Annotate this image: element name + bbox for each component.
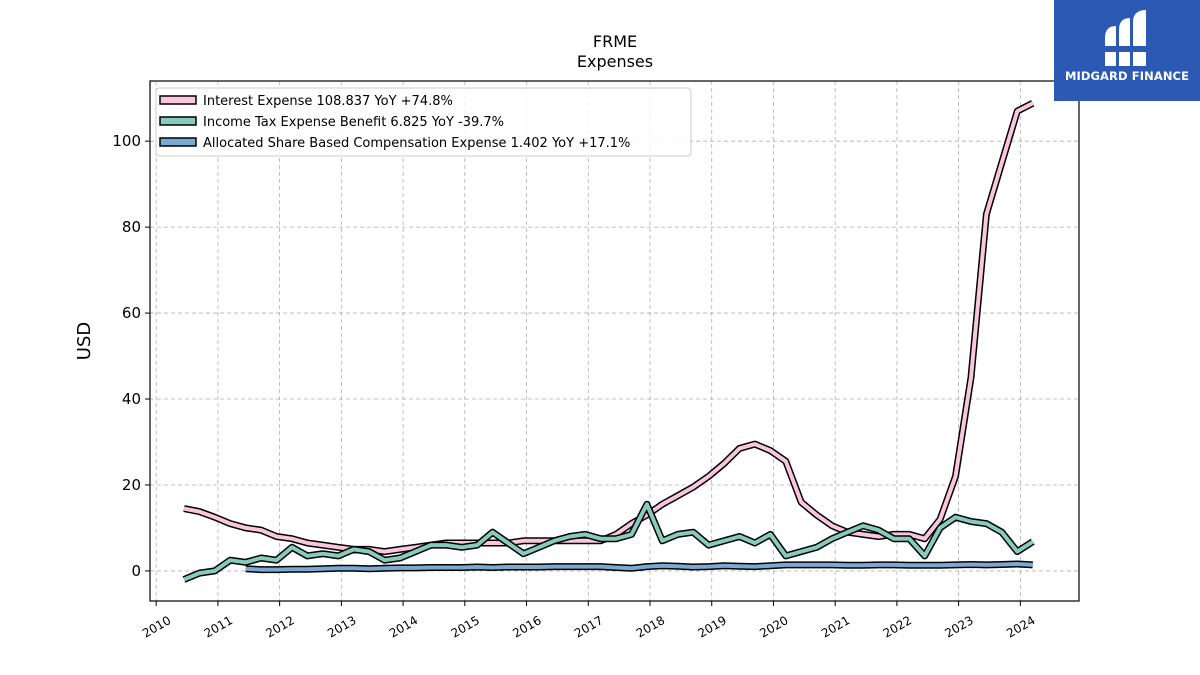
legend-swatch [159, 116, 197, 126]
y-tick-label: 100 [112, 132, 141, 150]
y-tick-label: 80 [122, 218, 141, 236]
x-tick-label: 2011 [202, 613, 235, 640]
y-tick-label: 20 [122, 476, 141, 494]
x-tick-label: 2020 [757, 613, 790, 640]
x-tick-label: 2013 [325, 613, 358, 640]
plot-frame [149, 80, 1080, 602]
series-line-1 [183, 502, 1034, 582]
y-tick-label: 60 [122, 304, 141, 322]
legend-label: Interest Expense 108.837 YoY +74.8% [203, 94, 453, 109]
x-tick-label: 2023 [942, 613, 975, 640]
x-tick-label: 2019 [695, 613, 728, 640]
legend-label: Income Tax Expense Benefit 6.825 YoY -39… [203, 115, 504, 130]
y-tick-label: 0 [131, 562, 141, 580]
brand-name: MIDGARD FINANCE [1064, 69, 1190, 83]
x-tick-label: 2014 [387, 613, 420, 640]
x-tick-label: 2016 [510, 613, 543, 640]
x-tick-label: 2015 [449, 613, 482, 640]
brand-logo: MIDGARD FINANCE [1054, 0, 1200, 101]
legend: Interest Expense 108.837 YoY +74.8% Incom… [155, 87, 692, 157]
x-tick-label: 2021 [819, 613, 852, 640]
brand-mark-icon [1105, 10, 1146, 66]
y-tick-label: 40 [122, 390, 141, 408]
series-layer [182, 100, 1035, 583]
legend-swatch [159, 137, 197, 147]
series-line-0 [183, 101, 1034, 554]
chart-subtitle: Expenses [577, 52, 653, 71]
x-tick-label: 2022 [881, 613, 914, 640]
y-axis-label: USD [74, 322, 95, 360]
series-outline-0 [183, 100, 1035, 556]
x-tick-label: 2010 [140, 613, 173, 640]
chart-title: FRME [593, 32, 637, 51]
legend-box [155, 87, 692, 157]
x-tick-label: 2024 [1004, 613, 1037, 640]
x-tick-label: 2012 [263, 613, 296, 640]
legend-label: Allocated Share Based Compensation Expen… [203, 136, 630, 151]
x-tick-label: 2018 [634, 613, 667, 640]
legend-swatch [159, 95, 197, 105]
x-tick-label: 2017 [572, 613, 605, 640]
series-line-2 [245, 562, 1033, 572]
